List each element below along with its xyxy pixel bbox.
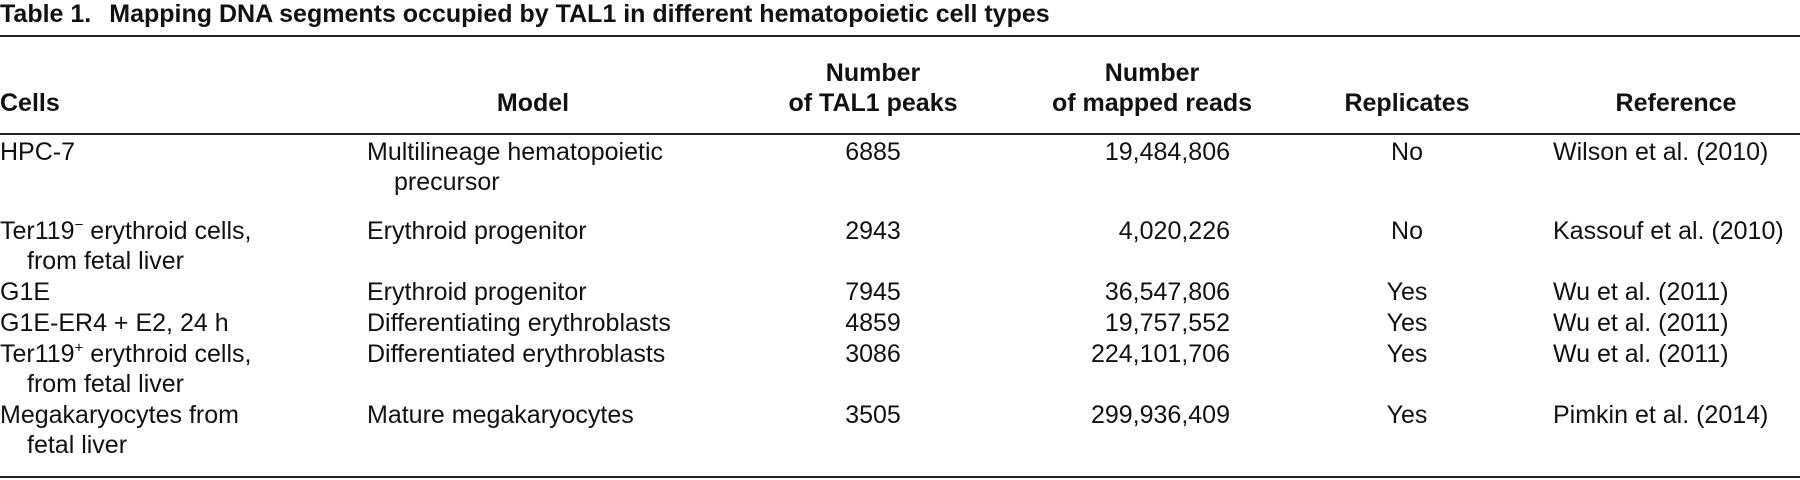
row-2-reference: Kassouf et al. (2010) [1553, 217, 1784, 245]
row-6-replicates: Yes [1386, 401, 1428, 429]
row-2-model: Erythroid progenitor [367, 217, 587, 245]
row-3-cells: G1E [0, 278, 51, 306]
row-2-replicates: No [1391, 217, 1423, 245]
row-1-reference: Wilson et al. (2010) [1553, 138, 1769, 166]
row-4-cells: G1E-ER4 + E2, 24 h [0, 309, 229, 337]
row-2-cells-sup: − [74, 216, 84, 234]
row-4-model: Differentiating erythroblasts [367, 309, 671, 337]
row-5-reads: 224,101,706 [1090, 340, 1230, 368]
header-cells: Cells [0, 89, 60, 117]
row-3-replicates: Yes [1386, 278, 1428, 306]
row-4-peaks: 4859 [845, 309, 901, 337]
row-1-model-cont: precursor [394, 168, 500, 196]
row-6-reference: Pimkin et al. (2014) [1553, 401, 1769, 429]
header-model: Model [496, 89, 570, 117]
header-peaks-line1: Number [825, 59, 921, 87]
row-1-reads: 19,484,806 [1104, 138, 1230, 166]
row-3-model: Erythroid progenitor [367, 278, 587, 306]
row-1-replicates: No [1391, 138, 1423, 166]
header-reads-line2: of mapped reads [1051, 89, 1253, 117]
header-reference: Reference [1615, 89, 1737, 117]
row-3-reads: 36,547,806 [1104, 278, 1230, 306]
row-4-reads: 19,757,552 [1104, 309, 1230, 337]
header-replicates: Replicates [1344, 89, 1470, 117]
row-6-cells-cont: fetal liver [27, 431, 128, 459]
top-rule [0, 35, 1800, 37]
bottom-rule [0, 476, 1800, 478]
row-4-reference: Wu et al. (2011) [1553, 309, 1729, 337]
row-2-cells-cont: from fetal liver [27, 247, 184, 275]
table-title: Mapping DNA segments occupied by TAL1 in… [109, 0, 1050, 28]
row-2-reads: 4,020,226 [1118, 217, 1230, 245]
row-3-peaks: 7945 [845, 278, 901, 306]
header-rule [0, 133, 1800, 135]
row-5-reference: Wu et al. (2011) [1553, 340, 1729, 368]
row-2-cells: Ter119− erythroid cells, [0, 216, 251, 246]
row-5-replicates: Yes [1386, 340, 1428, 368]
table-number: Table 1. [0, 0, 92, 28]
row-2-cells-base: Ter119 [0, 217, 75, 245]
row-2-cells-rest: erythroid cells, [83, 217, 252, 245]
row-5-cells-rest: erythroid cells, [83, 340, 252, 368]
header-peaks-line2: of TAL1 peaks [788, 89, 958, 117]
row-5-cells-cont: from fetal liver [27, 370, 184, 398]
row-5-cells-base: Ter119 [0, 340, 75, 368]
row-6-model: Mature megakaryocytes [367, 401, 634, 429]
row-1-cells: HPC-7 [0, 138, 76, 166]
row-5-peaks: 3086 [845, 340, 901, 368]
row-5-cells: Ter119+ erythroid cells, [0, 339, 251, 369]
row-6-reads: 299,936,409 [1090, 401, 1230, 429]
row-2-peaks: 2943 [845, 217, 901, 245]
row-1-model: Multilineage hematopoietic [367, 138, 664, 166]
row-3-reference: Wu et al. (2011) [1553, 278, 1729, 306]
row-6-cells: Megakaryocytes from [0, 401, 239, 429]
table-caption: Table 1. Mapping DNA segments occupied by… [0, 0, 1050, 28]
header-reads-line1: Number [1104, 59, 1200, 87]
row-5-model: Differentiated erythroblasts [367, 340, 666, 368]
row-5-cells-sup: + [74, 339, 84, 357]
row-6-peaks: 3505 [845, 401, 901, 429]
row-1-peaks: 6885 [845, 138, 901, 166]
row-4-replicates: Yes [1386, 309, 1428, 337]
